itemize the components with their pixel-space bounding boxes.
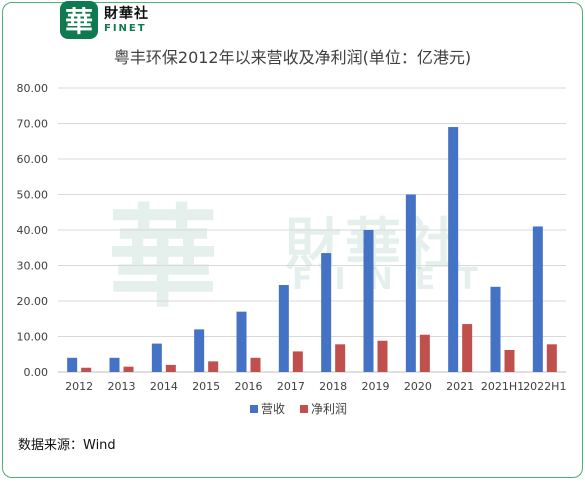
profit-bar [335,344,346,372]
revenue-bar [278,285,289,372]
revenue-bar [194,329,205,372]
profit-bar [504,349,515,372]
revenue-bar [151,343,162,372]
y-tick-label: 0.00 [24,366,49,379]
y-tick-label: 60.00 [17,153,49,166]
x-tick-label: 2020 [404,380,432,393]
finet-logo: 華 [60,1,98,39]
y-tick-label: 40.00 [17,224,49,237]
brand-name-cn: 財華社 [104,5,149,22]
profit-bar [250,357,261,372]
y-tick-label: 80.00 [17,82,49,95]
legend-label-profit: 净利润 [311,402,347,416]
x-tick-label: 2012 [65,380,93,393]
revenue-bar [363,230,374,372]
gridlines [58,87,566,373]
revenue-bar [448,127,459,372]
y-axis: 0.00 10.00 20.00 30.00 40.00 50.00 60.00 70.00 8… [17,82,49,379]
revenue-bar [321,253,332,372]
profit-bar [81,367,92,372]
legend-swatch-profit [300,405,308,413]
legend-swatch-revenue [250,405,258,413]
x-tick-label: 2016 [235,380,263,393]
profit-bar [123,366,134,372]
revenue-bar [532,226,543,372]
x-tick-label: 2021H1 [481,380,524,393]
x-tick-label: 2021 [446,380,474,393]
profit-bar [165,364,176,372]
chart-title: 粤丰环保2012年以来营收及净利润(单位：亿港元) [113,48,472,67]
legend-label-revenue: 营收 [261,402,285,416]
x-tick-label: 2018 [319,380,347,393]
legend: 营收 净利润 [250,402,347,416]
y-tick-label: 20.00 [17,295,49,308]
profit-bar [546,344,557,372]
profit-bar [208,361,219,372]
data-source-note: 数据来源：Wind [18,438,116,453]
chart-frame [2,2,583,478]
brand-text: 財華社 FINET [104,7,149,34]
revenue-bar [490,286,501,372]
brand-header: 華 財華社 FINET [60,0,149,40]
x-tick-label: 2022H1 [523,380,566,393]
bars [67,127,557,372]
x-axis: 2012 2013 2014 2015 2016 2017 2018 2019 2020 2021… [65,380,566,393]
profit-bar [419,334,430,372]
x-tick-label: 2019 [362,380,390,393]
revenue-bar [67,357,78,372]
revenue-bar [236,311,247,372]
y-tick-label: 50.00 [17,189,49,202]
x-tick-label: 2015 [192,380,220,393]
x-tick-label: 2014 [150,380,178,393]
x-tick-label: 2017 [277,380,305,393]
revenue-bar [405,194,416,372]
profit-bar [377,340,388,372]
revenue-bar [109,357,120,372]
brand-name-en: FINET [104,22,147,34]
x-tick-label: 2013 [108,380,136,393]
y-tick-label: 30.00 [17,260,49,273]
y-tick-label: 70.00 [17,118,49,131]
profit-bar [462,324,473,372]
profit-bar [292,351,303,372]
y-tick-label: 10.00 [17,331,49,344]
